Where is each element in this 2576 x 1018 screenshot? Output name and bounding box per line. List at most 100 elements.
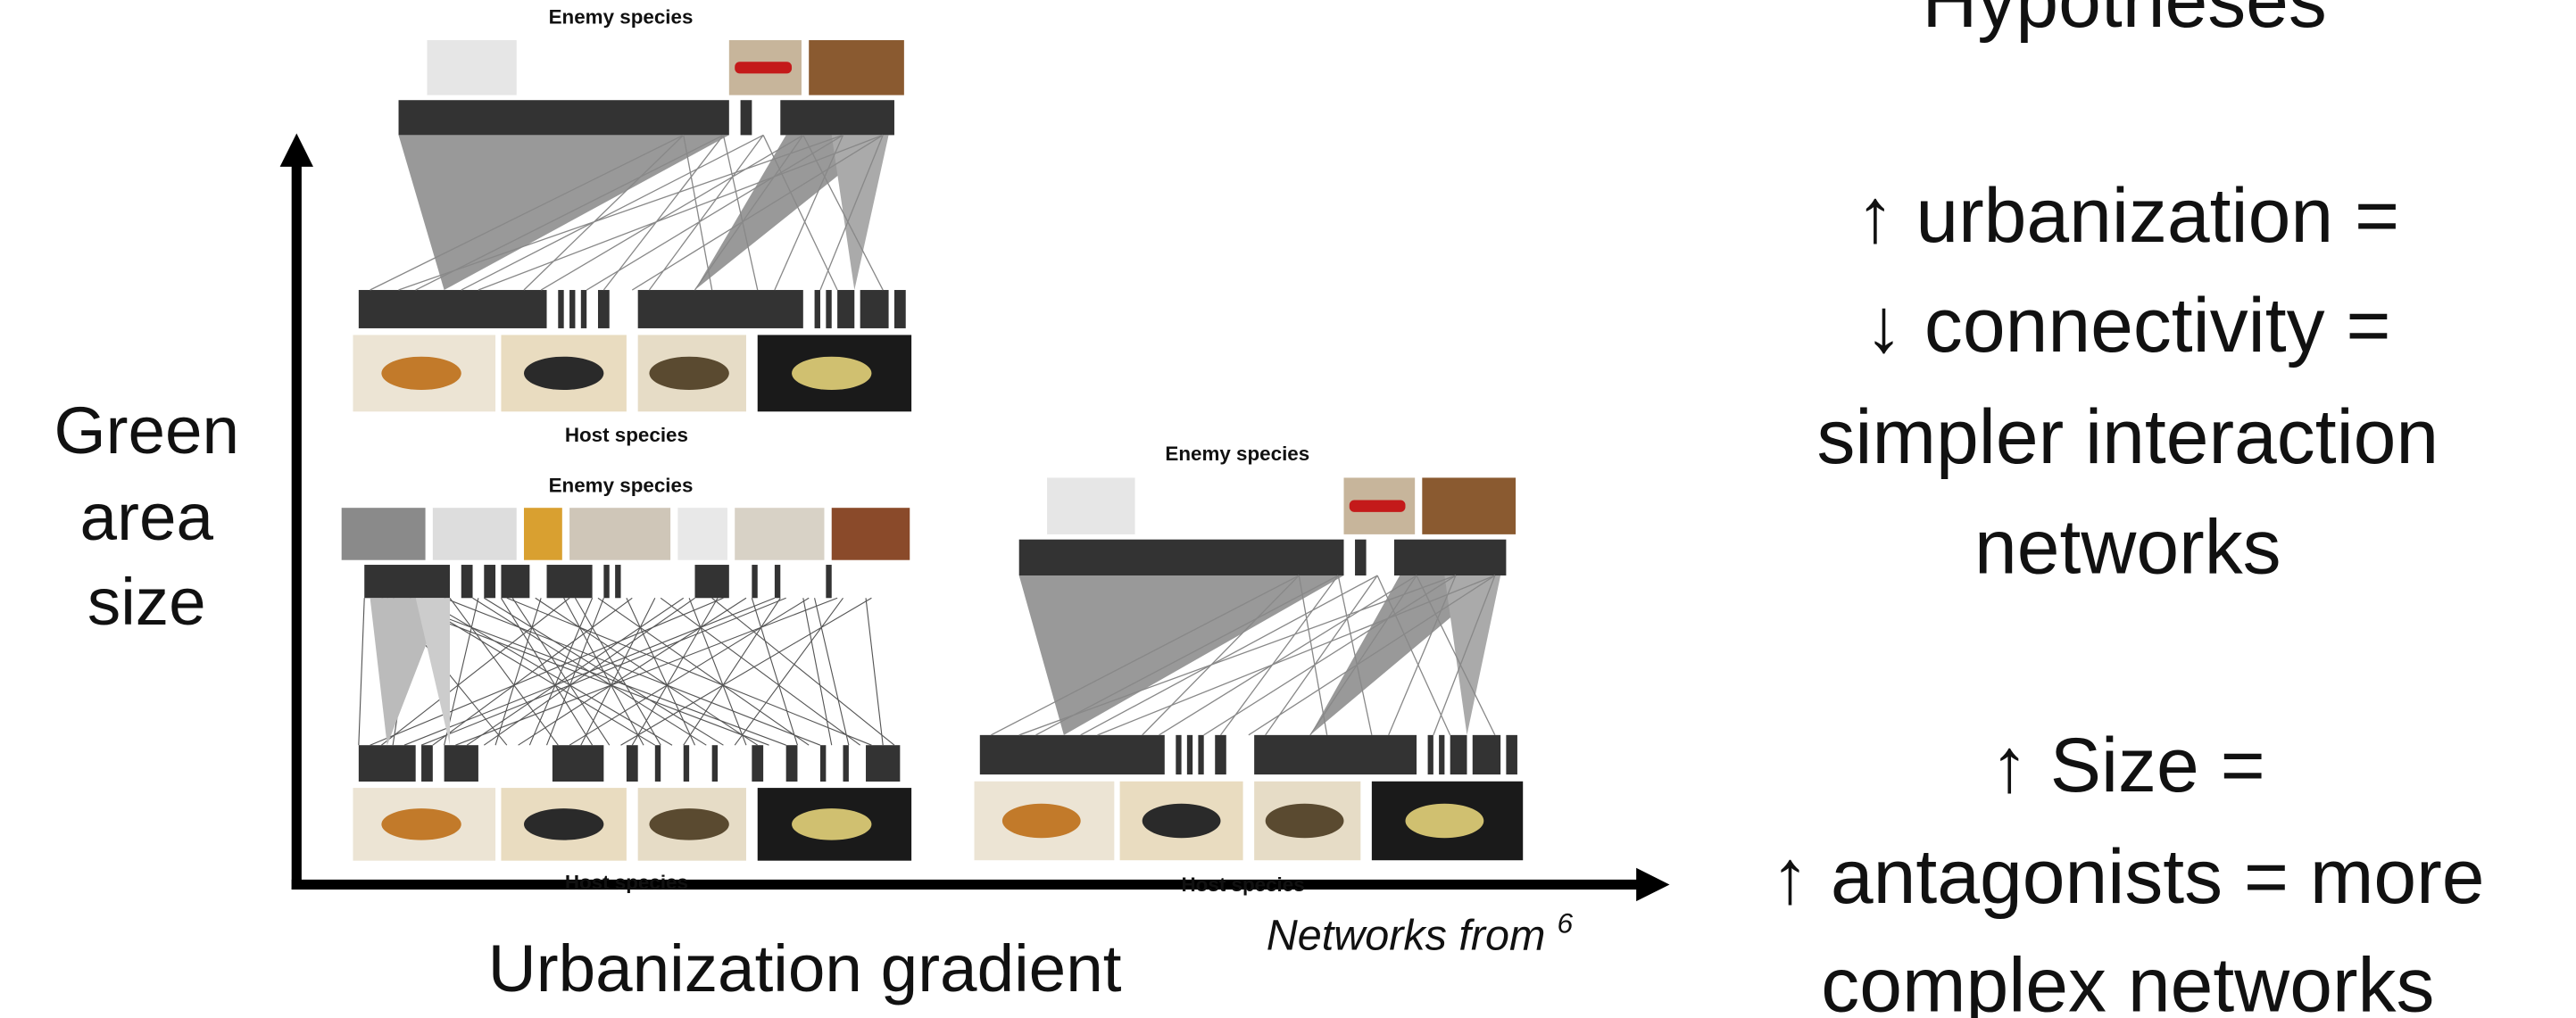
insect <box>524 808 603 840</box>
enemy-photo <box>427 40 516 95</box>
enemy-bar <box>461 565 473 598</box>
enemy-bar <box>1019 540 1344 575</box>
link <box>661 598 860 745</box>
enemy-bar <box>826 565 831 598</box>
host-bar <box>1506 735 1517 774</box>
enemy-bar <box>780 100 894 135</box>
credit-ref: 6 <box>1558 907 1574 939</box>
enemy-photo <box>433 508 517 560</box>
link <box>598 598 809 745</box>
link-wide <box>416 598 450 745</box>
insect <box>524 357 603 390</box>
host-label: Host species <box>565 424 688 446</box>
hypothesis-line: ↓ connectivity = <box>1865 283 2390 368</box>
link-wide <box>832 135 889 290</box>
link <box>752 598 797 745</box>
hypothesis-line: ↑ urbanization = <box>1857 173 2400 259</box>
enemy-bar <box>1394 540 1506 575</box>
enemy-photo <box>677 508 727 560</box>
enemy-bar <box>1355 540 1367 575</box>
host-bar <box>826 290 831 328</box>
hypothesis-line: simpler interaction <box>1816 394 2439 480</box>
host-bar <box>569 290 575 328</box>
host-bar <box>1198 735 1203 774</box>
network-panel: Enemy speciesHost species <box>342 474 911 893</box>
slide-title: Hypotheses <box>1922 0 2326 44</box>
axis-label-line: Green <box>54 393 240 468</box>
host-bar <box>359 290 547 328</box>
slide: Hypotheses ↑ urbanization = ↓ connectivi… <box>0 0 2576 1018</box>
link <box>866 598 883 745</box>
enemy-bar <box>752 565 757 598</box>
y-axis-label: Green area size <box>54 393 240 639</box>
link <box>495 598 541 745</box>
host-bar <box>1254 735 1417 774</box>
host-bar <box>820 745 826 782</box>
credit: Networks from 6 <box>1267 907 1574 960</box>
host-bar <box>558 290 563 328</box>
link <box>621 598 872 745</box>
enemy-bar <box>741 100 752 135</box>
enemy-photo <box>1422 477 1516 534</box>
insect <box>381 808 461 840</box>
x-arrow <box>1636 868 1669 901</box>
host-bar <box>1428 735 1433 774</box>
insect <box>649 808 728 840</box>
insect <box>1266 804 1344 838</box>
host-bar <box>1176 735 1181 774</box>
hypothesis-1: ↑ urbanization = ↓ connectivity = simple… <box>1816 173 2439 590</box>
enemy-bar <box>399 100 729 135</box>
host-bar <box>752 745 763 782</box>
link <box>712 598 894 745</box>
host-bar <box>843 745 849 782</box>
hypothesis-2: ↑ Size = ↑ antagonists = more complex ne… <box>1771 723 2484 1018</box>
host-bar <box>445 745 478 782</box>
enemy-photo <box>1047 477 1134 534</box>
host-bar <box>786 745 798 782</box>
host-bar <box>598 290 610 328</box>
host-bar <box>1439 735 1444 774</box>
link <box>684 135 712 290</box>
insect <box>649 357 728 390</box>
enemy-photo <box>809 40 904 95</box>
insect <box>1002 804 1081 838</box>
x-axis-label: Urbanization gradient <box>488 931 1122 1006</box>
hypothesis-line: ↑ Size = <box>1990 723 2265 808</box>
credit-text: Networks from <box>1267 911 1546 959</box>
hypothesis-line: complex networks <box>1821 942 2434 1018</box>
host-bar <box>655 745 661 782</box>
enemy-label: Enemy species <box>549 5 694 28</box>
host-bar <box>421 745 433 782</box>
host-bar <box>359 745 416 782</box>
photo-detail <box>1350 500 1406 511</box>
enemy-label: Enemy species <box>1165 443 1309 465</box>
host-bar <box>866 745 900 782</box>
insect <box>1405 804 1483 838</box>
axis-label-line: size <box>87 564 206 639</box>
enemy-photo <box>524 508 562 560</box>
link <box>815 598 849 745</box>
link <box>445 598 820 745</box>
link <box>632 598 718 745</box>
link <box>536 598 758 745</box>
insect <box>792 357 871 390</box>
host-bar <box>712 745 718 782</box>
enemy-photo <box>735 508 824 560</box>
host-bar <box>638 290 803 328</box>
insect <box>381 357 461 390</box>
host-bar <box>1187 735 1192 774</box>
enemy-photo <box>832 508 910 560</box>
host-bar <box>581 290 586 328</box>
enemy-photo <box>569 508 670 560</box>
network-panel: Enemy species Host species <box>353 5 911 446</box>
link-wide <box>1444 575 1500 735</box>
page: {"title": "Hypotheses", "hypotheses": [ … <box>0 0 2576 1018</box>
host-bar <box>860 290 889 328</box>
enemy-bar <box>501 565 529 598</box>
enemy-bar <box>775 565 780 598</box>
hypothesis-line: ↑ antagonists = more <box>1771 834 2484 920</box>
axis-label-line: area <box>80 479 214 554</box>
host-bar <box>627 745 638 782</box>
host-bar <box>684 745 689 782</box>
